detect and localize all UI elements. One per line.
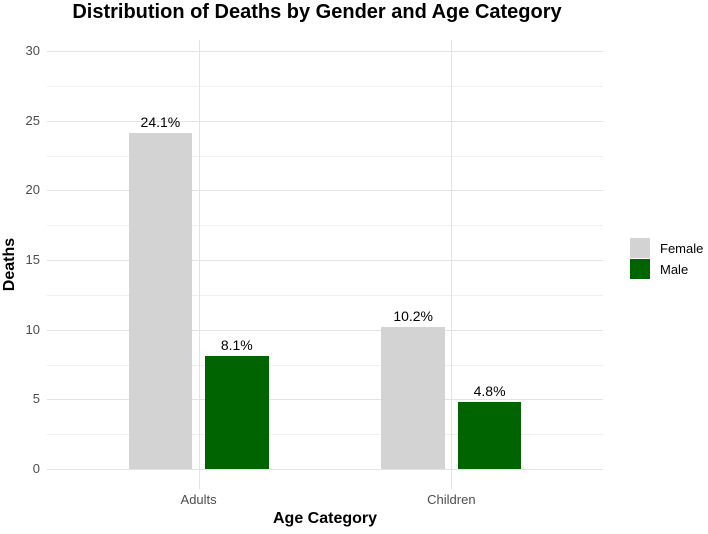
x-major-gridline bbox=[198, 40, 200, 489]
y-minor-gridline bbox=[47, 155, 603, 157]
y-tick-label: 5 bbox=[32, 391, 40, 407]
bar-value-label: 4.8% bbox=[473, 383, 506, 400]
y-major-gridline bbox=[47, 51, 603, 52]
bar-adults-male bbox=[205, 356, 269, 469]
x-tick-label: Adults bbox=[180, 492, 217, 507]
legend-key-female-swatch bbox=[630, 238, 650, 258]
y-tick-label: 20 bbox=[25, 182, 40, 198]
y-tick-label: 0 bbox=[32, 461, 40, 476]
x-tick-label: Children bbox=[427, 492, 476, 507]
y-minor-gridline bbox=[47, 85, 603, 87]
y-minor-gridline bbox=[47, 434, 603, 436]
x-major-gridline bbox=[451, 40, 453, 489]
y-tick-label: 10 bbox=[25, 321, 40, 337]
y-tick-label: 15 bbox=[25, 252, 40, 267]
y-major-gridline bbox=[47, 399, 603, 401]
legend-label: Female bbox=[660, 240, 704, 256]
y-tick-label: 30 bbox=[25, 43, 40, 58]
bar-adults-female bbox=[128, 133, 193, 469]
y-minor-gridline bbox=[47, 225, 603, 227]
chart-title: Distribution of Deaths by Gender and Age… bbox=[72, 1, 562, 23]
y-major-gridline bbox=[47, 329, 603, 331]
bar-value-label: 8.1% bbox=[220, 337, 253, 354]
y-tick-label: 25 bbox=[25, 112, 40, 128]
x-axis-title: Age Category bbox=[272, 510, 378, 527]
y-major-gridline bbox=[47, 469, 603, 470]
bar-value-label: 24.1% bbox=[140, 114, 181, 131]
legend-item-female: Female bbox=[630, 238, 703, 258]
bar-children-male bbox=[457, 402, 522, 469]
legend-label: Male bbox=[660, 261, 689, 277]
y-major-gridline bbox=[47, 120, 603, 122]
legend-key-male-swatch bbox=[630, 259, 650, 279]
bar-value-label: 10.2% bbox=[393, 307, 434, 324]
plot-panel: 24.1% 10.2% 8.1% 4.8% bbox=[47, 40, 603, 489]
y-major-gridline bbox=[47, 190, 603, 192]
bar-children-female bbox=[381, 326, 445, 469]
legend: Female Male bbox=[630, 238, 703, 280]
y-minor-gridline bbox=[47, 294, 603, 296]
y-major-gridline bbox=[47, 260, 603, 261]
y-minor-gridline bbox=[47, 364, 603, 366]
legend-item-male: Male bbox=[630, 259, 703, 279]
